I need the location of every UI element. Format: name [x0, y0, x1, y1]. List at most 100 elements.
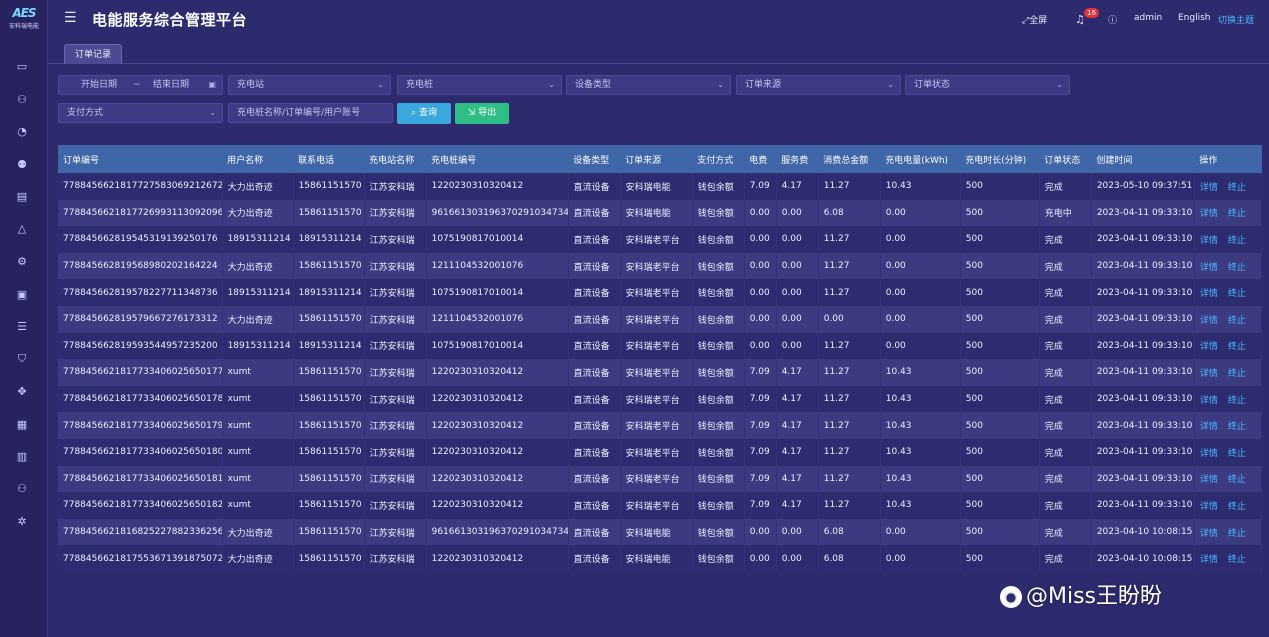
table-cell: xumt [222, 465, 294, 493]
stop-link[interactable]: 终止 [1227, 555, 1246, 566]
tab-order-records[interactable]: 订单记录 [64, 44, 123, 64]
menu-toggle-icon[interactable]: ☰ [64, 10, 77, 26]
target-icon[interactable]: ✥ [17, 385, 27, 398]
table-cell: 7788456621817726993113092096 [58, 199, 223, 227]
stop-link[interactable]: 终止 [1227, 448, 1246, 459]
stop-link[interactable]: 终止 [1227, 315, 1246, 326]
table-row[interactable]: 7788456621817733406025650179 xumt 15861151… [58, 412, 1263, 439]
stop-link[interactable]: 终止 [1227, 501, 1246, 512]
export-button[interactable]: ⇲ 导出 [455, 103, 509, 124]
detail-link[interactable]: 详情 [1199, 448, 1218, 459]
search-input[interactable]: 充电桩名称/订单编号/用户账号 [228, 103, 393, 123]
table-cell: 18915311214 [293, 279, 365, 306]
detail-link[interactable]: 详情 [1199, 368, 1218, 379]
table-cell: 完成 [1039, 359, 1092, 386]
detail-link[interactable]: 详情 [1199, 315, 1218, 326]
stop-link[interactable]: 终止 [1227, 289, 1246, 300]
table-cell: 江苏安科瑞 [364, 412, 427, 439]
table-cell: 0.00 [744, 279, 777, 306]
table-cell: 10.43 [880, 359, 961, 386]
table-cell: 7.09 [744, 465, 777, 493]
station-select[interactable]: 充电站 ⌄ [228, 75, 391, 95]
help-icon[interactable]: ⓘ [1108, 16, 1118, 26]
detail-link[interactable]: 详情 [1199, 555, 1218, 566]
table-row[interactable]: 7788456621817726993113092096 大力出奇迹 1586115… [58, 199, 1263, 227]
pay-method-select[interactable]: 支付方式 ⌄ [58, 103, 223, 123]
order-status-select[interactable]: 订单状态 ⌄ [905, 75, 1070, 95]
table-cell: 0.00 [818, 305, 881, 333]
gift-icon[interactable]: ▣ [16, 288, 28, 301]
stop-link[interactable]: 终止 [1227, 475, 1246, 486]
table-row[interactable]: 7788456628195782277113487​36 18915311214 1… [58, 279, 1263, 306]
network-icon[interactable]: ⚇ [17, 93, 27, 106]
table-row[interactable]: 7788456621816825227882336256 大力出奇迹 1586115… [58, 518, 1263, 546]
order-source-select[interactable]: 订单来源 ⌄ [736, 75, 901, 95]
table-row[interactable]: 7788456621817733406025650180 xumt 15861151… [58, 438, 1263, 466]
stop-link[interactable]: 终止 [1227, 209, 1246, 220]
device-icon[interactable]: ⚙ [17, 255, 27, 268]
table-row[interactable]: 7788456628195453191392501​76 18915311214 1… [58, 226, 1263, 253]
detail-link[interactable]: 详情 [1199, 182, 1218, 193]
language-switch[interactable]: English [1178, 13, 1211, 23]
table-cell: 2023-04-11 09:33:10 [1091, 359, 1195, 386]
date-range-picker[interactable]: 开始日期 ~ 结束日期 ▣ [58, 75, 223, 95]
stop-link[interactable]: 终止 [1227, 182, 1246, 193]
start-date-field[interactable]: 开始日期 [81, 80, 118, 90]
users-icon[interactable]: ⚉ [17, 158, 27, 171]
table-cell: 大力出奇迹 [222, 173, 294, 200]
settings-icon[interactable]: ✲ [17, 515, 27, 528]
user-menu[interactable]: admin [1134, 13, 1163, 23]
detail-link[interactable]: 详情 [1199, 209, 1218, 220]
stop-link[interactable]: 终止 [1227, 235, 1246, 246]
table-row[interactable]: 7788456628195935449572352​00 18915311214 1… [58, 332, 1263, 360]
detail-link[interactable]: 详情 [1199, 235, 1218, 246]
stop-link[interactable]: 终止 [1227, 342, 1246, 353]
table-row[interactable]: 7788456621817733406025650177 xumt 15861151… [58, 359, 1263, 386]
table-cell: 直流设备 [568, 279, 621, 306]
document-icon[interactable]: ▤ [16, 190, 28, 203]
table-row[interactable]: 778845662181772758306921267​2 大力出奇迹 158611… [58, 173, 1263, 200]
shield-icon[interactable]: ⛉ [17, 352, 27, 365]
table-row[interactable]: 7788456621817733406025650178 xumt 15861151… [58, 385, 1263, 413]
pile-select[interactable]: 充电桩 ⌄ [397, 75, 562, 95]
detail-link[interactable]: 详情 [1199, 395, 1218, 406]
row-actions: 详情 终止 [1194, 545, 1263, 572]
table-cell: xumt [222, 385, 294, 413]
detail-link[interactable]: 详情 [1199, 342, 1218, 353]
report-icon[interactable]: ▦ [16, 418, 28, 431]
calendar-icon[interactable]: ▥ [16, 450, 28, 463]
table-cell: 18915311214 [293, 332, 365, 360]
table-row[interactable]: 7788456628195796672761733​12 大力出奇迹 1586115… [58, 305, 1263, 333]
stop-link[interactable]: 终止 [1227, 422, 1246, 433]
bell-icon[interactable]: ♫ [1075, 13, 1085, 26]
device-type-select[interactable]: 设备类型 ⌄ [566, 75, 731, 95]
end-date-field[interactable]: 结束日期 [153, 80, 190, 90]
theme-switch[interactable]: 切换主题 [1218, 16, 1255, 26]
table-row[interactable]: 7788456621817733406025650181 xumt 15861151… [58, 465, 1263, 493]
fullscreen-button[interactable]: ⤢全屏 [1022, 13, 1047, 26]
detail-link[interactable]: 详情 [1199, 501, 1218, 512]
table-cell: 7788456628195782277113487​36 [58, 279, 223, 306]
alert-icon[interactable]: △ [17, 222, 27, 235]
table-cell: 江苏安科瑞 [364, 173, 427, 200]
stop-link[interactable]: 终止 [1227, 262, 1246, 273]
monitor-icon[interactable]: ▭ [16, 60, 28, 73]
detail-link[interactable]: 详情 [1199, 289, 1218, 300]
stop-link[interactable]: 终止 [1227, 368, 1246, 379]
pie-chart-icon[interactable]: ◔ [17, 125, 27, 138]
detail-link[interactable]: 详情 [1199, 528, 1218, 539]
detail-link[interactable]: 详情 [1199, 262, 1218, 273]
stop-link[interactable]: 终止 [1227, 528, 1246, 539]
detail-link[interactable]: 详情 [1199, 422, 1218, 433]
table-row[interactable]: 7788456621817553671391875072 大力出奇迹 1586115… [58, 545, 1263, 572]
stop-link[interactable]: 终止 [1227, 395, 1246, 406]
detail-link[interactable]: 详情 [1199, 475, 1218, 486]
org-icon[interactable]: ⚇ [17, 482, 27, 495]
sliders-icon[interactable]: ☰ [17, 320, 27, 333]
weibo-icon: ● [1000, 586, 1022, 608]
query-button[interactable]: ⌕ 查询 [397, 103, 451, 124]
table-row[interactable]: 7788456621817733406025650182 xumt 15861151… [58, 492, 1263, 519]
table-cell: 2023-04-11 09:33:10 [1091, 412, 1195, 439]
row-actions: 详情 终止 [1194, 305, 1263, 333]
table-row[interactable]: 7788456628195689802021642​24 大力出奇迹 1586115… [58, 252, 1263, 280]
